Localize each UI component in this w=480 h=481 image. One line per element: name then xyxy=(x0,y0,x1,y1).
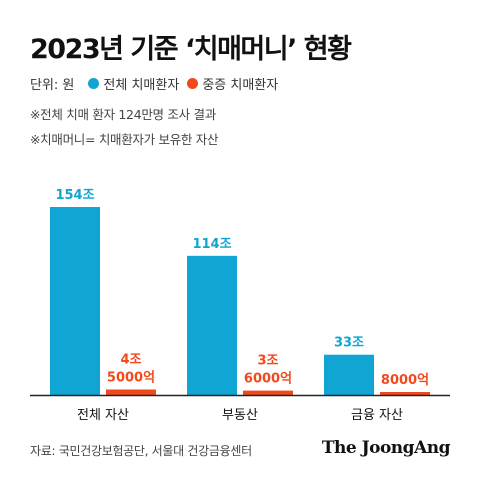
legend-label-severe: 중증 치매환자 xyxy=(202,78,279,93)
note-definition: ※치매머니= 치매환자가 보유한 자산 xyxy=(30,132,219,147)
chart-title: 2023년 기준 ‘치매머니’ 현황 xyxy=(30,34,352,65)
bar-severe-2 xyxy=(380,392,430,395)
brand-logo: The JoongAng xyxy=(321,438,451,458)
data-label-severe-0-0: 4조 xyxy=(120,353,141,368)
data-label-all-0-0: 154조 xyxy=(55,188,94,203)
data-label-severe-2-0: 8000억 xyxy=(381,373,429,388)
source-text: 자료: 국민건강보험공단, 서울대 건강금융센터 xyxy=(30,444,252,458)
data-label-severe-0-1: 5000억 xyxy=(107,371,155,386)
data-label-severe-1-0: 3조 xyxy=(257,354,278,369)
data-label-severe-1-1: 6000억 xyxy=(244,372,292,387)
bar-all-2 xyxy=(324,354,374,395)
legend-swatch-severe xyxy=(187,78,199,89)
note-survey: ※전체 치매 환자 124만명 조사 결과 xyxy=(30,107,216,122)
unit-label: 단위: 원 xyxy=(30,78,75,93)
bar-all-1 xyxy=(187,255,237,395)
bar-all-0 xyxy=(50,207,100,395)
data-label-all-2-0: 33조 xyxy=(334,336,364,351)
legend-swatch-all xyxy=(88,78,100,89)
legend: 단위: 원 전체 치매환자 중증 치매환자 xyxy=(30,74,278,93)
data-label-all-1-0: 114조 xyxy=(192,237,231,252)
category-label-2: 금융 자산 xyxy=(351,408,403,423)
bar-severe-0 xyxy=(106,389,156,395)
bar-severe-1 xyxy=(243,390,293,395)
category-label-1: 부동산 xyxy=(222,408,258,423)
legend-label-all: 전체 치매환자 xyxy=(103,78,180,93)
category-label-0: 전체 자산 xyxy=(77,408,129,423)
